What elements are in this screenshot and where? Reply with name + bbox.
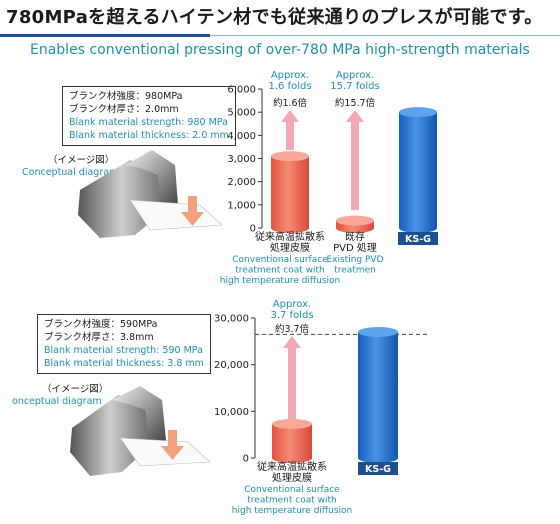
fold-annotation: 3.7 folds	[270, 310, 313, 321]
bar-cap	[272, 418, 312, 429]
fold-annotation: 15.7 folds	[330, 81, 379, 92]
fold-annotation-jp: 約15.7倍	[335, 97, 376, 109]
spec-box-980: ブランク材強度：980MPa ブランク材厚さ：2.0mm Blank mater…	[62, 86, 236, 146]
category-label: 処理皮膜	[270, 241, 310, 254]
increase-arrow	[281, 110, 299, 150]
ksg-label-bg	[358, 462, 398, 475]
y-tick-label: 6,000	[227, 85, 256, 96]
fold-annotation: 1.6 folds	[268, 81, 311, 92]
fold-annotation: Approx.	[271, 70, 309, 81]
category-label: 従来高温拡散系	[257, 460, 327, 473]
category-label: 従来高温拡散系	[255, 230, 325, 243]
y-tick-label: 30,000	[214, 314, 249, 325]
category-caption-en: high temperature diffusion	[220, 276, 340, 286]
caption-en: onceptual diagram	[12, 396, 102, 407]
header-rule	[210, 35, 560, 36]
fold-annotation-jp: 約3.7倍	[275, 323, 310, 335]
category-caption-en: Existing PVD	[326, 255, 383, 265]
diagram-caption-2: （イメージ図） onceptual diagram	[12, 384, 108, 408]
bar-2	[336, 215, 374, 233]
increase-arrow	[283, 336, 301, 420]
thickness-jp: ブランク材厚さ：3.8mm	[44, 332, 154, 343]
y-tick-label: 0	[243, 454, 249, 465]
y-tick-label: 10,000	[214, 407, 249, 418]
bar-body	[272, 423, 312, 463]
category-label: 既存	[345, 230, 365, 243]
increase-arrow	[346, 110, 364, 210]
y-tick-label: 0	[250, 224, 256, 235]
y-tick-label: 3,000	[227, 154, 256, 165]
category-label: KS-G	[365, 464, 391, 475]
category-label: KS-G	[405, 234, 431, 245]
category-caption-en: treatment coat with	[247, 496, 336, 506]
caption-jp: （イメージ図）	[48, 155, 115, 166]
thickness-en: Blank material thickness: 2.0 mm	[69, 130, 229, 141]
category-label: 処理皮膜	[272, 471, 312, 484]
bar-3	[399, 107, 437, 233]
bar-1	[272, 418, 312, 463]
page-title: 780MPaを超えるハイテン材でも従来通りのプレスが可能です。	[6, 7, 543, 28]
category-caption-en: Conventional surface	[232, 255, 328, 265]
bar-cap	[336, 215, 374, 226]
fold-annotation-jp: 約1.6倍	[273, 97, 308, 109]
y-tick-label: 5,000	[227, 108, 256, 119]
page-subtitle: Enables conventional pressing of over-78…	[30, 42, 530, 58]
y-tick-label: 20,000	[214, 360, 249, 371]
diagram-caption-1: （イメージ図） Conceptual diagram	[22, 155, 118, 179]
strength-jp: ブランク材強度：980MPa	[69, 91, 183, 102]
y-tick-label: 2,000	[227, 177, 256, 188]
ksg-label-bg	[398, 232, 438, 245]
category-caption-en: treatment coat with	[235, 266, 324, 276]
bar-2	[358, 327, 398, 463]
bar-cap	[399, 107, 437, 118]
bar-1	[271, 151, 309, 233]
bar-body	[358, 332, 398, 463]
charts-layer: 0 1,000 2,000 3,000 4,000 5,000 6,000 従来高温拡散系処理…	[214, 70, 438, 516]
header-underline	[0, 34, 210, 37]
category-caption-en: treatmen	[334, 266, 376, 276]
die-illustration-1	[78, 150, 223, 238]
y-tick-label: 1,000	[227, 200, 256, 211]
bar-cap	[271, 151, 309, 162]
y-tick-label: 4,000	[227, 131, 256, 142]
category-caption-en: Conventional surface	[244, 485, 340, 495]
fold-annotation: Approx.	[336, 70, 374, 81]
bar-cap	[358, 327, 398, 337]
die-illustration-2	[70, 386, 211, 476]
strength-jp: ブランク材強度：590MPa	[44, 319, 158, 330]
category-label: PVD 処理	[333, 241, 377, 254]
strength-en: Blank material strength: 980 MPa	[69, 117, 228, 128]
category-caption-en: high temperature diffusion	[232, 506, 352, 516]
fold-annotation: Approx.	[273, 299, 311, 310]
strength-en: Blank material strength: 590 MPa	[44, 345, 203, 356]
thickness-jp: ブランク材厚さ：2.0mm	[69, 104, 179, 115]
bar-body	[399, 112, 437, 233]
thickness-en: Blank material thickness: 3.8 mm	[44, 358, 204, 369]
spec-box-590: ブランク材強度：590MPa ブランク材厚さ：3.8mm Blank mater…	[37, 314, 211, 374]
caption-jp: （イメージ図）	[42, 384, 109, 395]
caption-en: Conceptual diagram	[22, 167, 119, 178]
bar-body	[271, 156, 309, 233]
